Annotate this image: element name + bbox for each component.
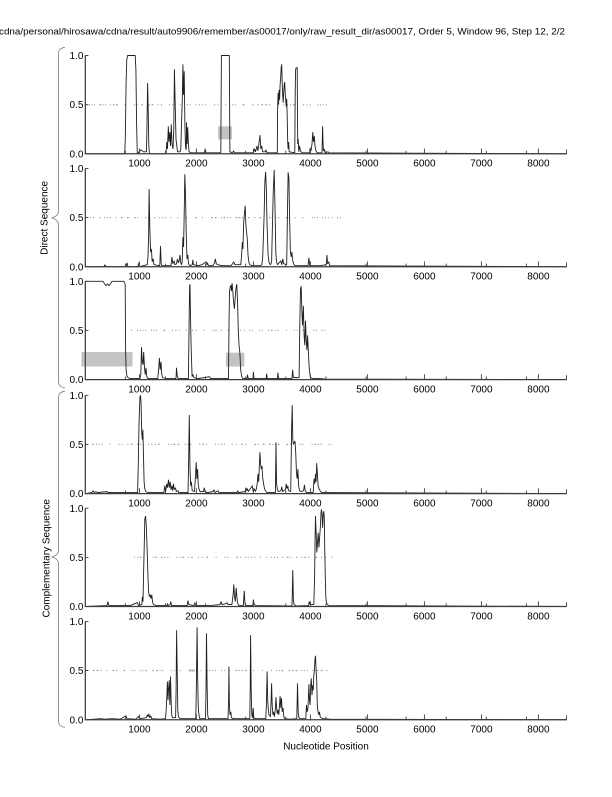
svg-text:1000: 1000 (128, 159, 151, 170)
svg-text:2000: 2000 (185, 725, 208, 736)
svg-text:6000: 6000 (413, 499, 436, 510)
svg-text:1.0: 1.0 (69, 51, 83, 62)
svg-text:6000: 6000 (413, 725, 436, 736)
svg-text:0.5: 0.5 (69, 213, 83, 224)
svg-text:3000: 3000 (242, 611, 265, 622)
svg-text:1000: 1000 (128, 385, 151, 396)
svg-text:4000: 4000 (299, 272, 322, 283)
svg-text:Complementary Sequence: Complementary Sequence (41, 499, 52, 618)
svg-text:0.0: 0.0 (69, 262, 83, 273)
svg-text:0.0: 0.0 (69, 149, 83, 160)
svg-text:2000: 2000 (185, 272, 208, 283)
svg-text:3000: 3000 (242, 385, 265, 396)
svg-text:1000: 1000 (128, 725, 151, 736)
svg-text:5000: 5000 (356, 725, 379, 736)
svg-text:1.0: 1.0 (69, 391, 83, 402)
svg-text:0.0: 0.0 (69, 375, 83, 386)
svg-text:7000: 7000 (470, 385, 493, 396)
svg-text:0.5: 0.5 (69, 666, 83, 677)
svg-text:cdna/personal/hirosawa/cdna/re: cdna/personal/hirosawa/cdna/result/auto9… (0, 25, 565, 36)
svg-text:Nucleotide Position: Nucleotide Position (283, 741, 369, 752)
svg-text:2000: 2000 (185, 385, 208, 396)
svg-text:1.0: 1.0 (69, 504, 83, 515)
svg-text:4000: 4000 (299, 499, 322, 510)
svg-text:2000: 2000 (185, 159, 208, 170)
svg-text:6000: 6000 (413, 272, 436, 283)
svg-text:8000: 8000 (527, 159, 550, 170)
svg-text:0.5: 0.5 (69, 440, 83, 451)
svg-text:7000: 7000 (470, 499, 493, 510)
svg-text:7000: 7000 (470, 725, 493, 736)
svg-text:3000: 3000 (242, 272, 265, 283)
svg-text:6000: 6000 (413, 159, 436, 170)
svg-text:1.0: 1.0 (69, 277, 83, 288)
svg-text:1.0: 1.0 (69, 617, 83, 628)
svg-text:0.0: 0.0 (69, 489, 83, 500)
svg-text:8000: 8000 (527, 385, 550, 396)
svg-text:4000: 4000 (299, 611, 322, 622)
svg-text:5000: 5000 (356, 272, 379, 283)
svg-text:5000: 5000 (356, 159, 379, 170)
svg-text:0.0: 0.0 (69, 715, 83, 726)
svg-text:Direct Sequence: Direct Sequence (40, 180, 51, 254)
svg-text:0.5: 0.5 (69, 100, 83, 111)
svg-text:2000: 2000 (185, 611, 208, 622)
svg-text:7000: 7000 (470, 159, 493, 170)
svg-text:7000: 7000 (470, 611, 493, 622)
svg-text:2000: 2000 (185, 499, 208, 510)
svg-text:6000: 6000 (413, 385, 436, 396)
svg-text:1000: 1000 (128, 611, 151, 622)
svg-text:1000: 1000 (128, 499, 151, 510)
svg-text:8000: 8000 (527, 499, 550, 510)
svg-text:5000: 5000 (356, 499, 379, 510)
svg-text:4000: 4000 (299, 725, 322, 736)
svg-text:6000: 6000 (413, 611, 436, 622)
svg-text:3000: 3000 (242, 499, 265, 510)
svg-text:3000: 3000 (242, 725, 265, 736)
svg-text:0.5: 0.5 (69, 553, 83, 564)
svg-text:0.0: 0.0 (69, 602, 83, 613)
svg-text:5000: 5000 (356, 385, 379, 396)
svg-text:8000: 8000 (527, 611, 550, 622)
svg-text:8000: 8000 (527, 725, 550, 736)
svg-text:5000: 5000 (356, 611, 379, 622)
svg-text:0.5: 0.5 (69, 326, 83, 337)
svg-text:4000: 4000 (299, 385, 322, 396)
svg-text:1.0: 1.0 (69, 164, 83, 175)
svg-text:4000: 4000 (299, 159, 322, 170)
svg-text:1000: 1000 (128, 272, 151, 283)
svg-text:3000: 3000 (242, 159, 265, 170)
svg-text:8000: 8000 (527, 272, 550, 283)
svg-text:7000: 7000 (470, 272, 493, 283)
